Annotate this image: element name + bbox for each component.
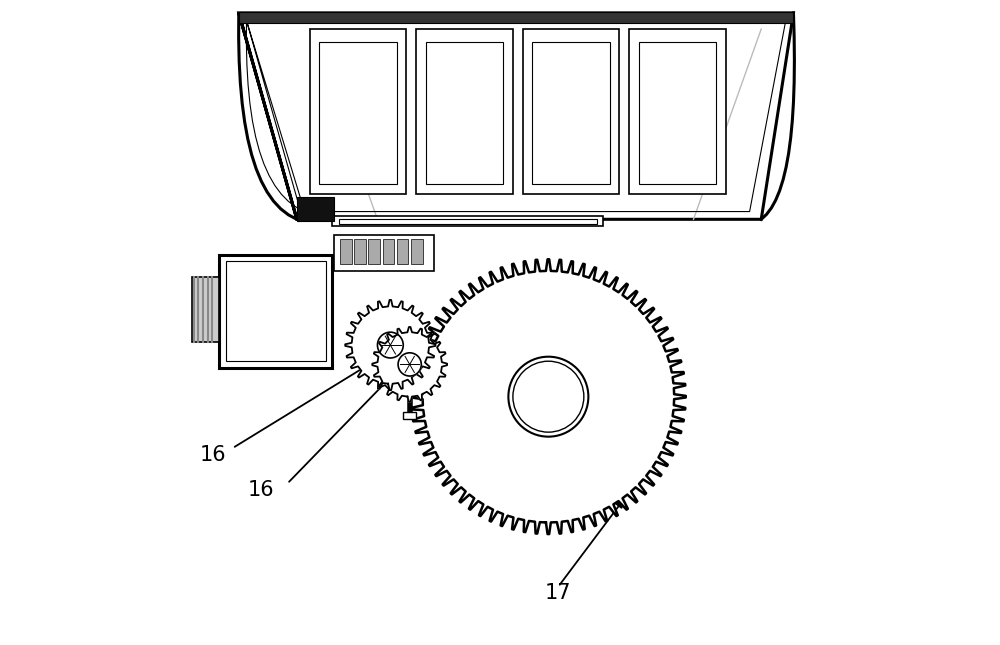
Bar — [297, 197, 334, 221]
Bar — [354, 239, 366, 264]
Bar — [340, 239, 352, 264]
Bar — [426, 42, 503, 184]
Circle shape — [513, 361, 584, 432]
Text: 16: 16 — [248, 480, 275, 501]
Circle shape — [524, 372, 573, 421]
Circle shape — [398, 353, 421, 376]
Bar — [368, 239, 380, 264]
Polygon shape — [239, 13, 793, 219]
Bar — [416, 29, 513, 194]
Bar — [629, 29, 726, 194]
Polygon shape — [372, 327, 447, 402]
Text: 17: 17 — [545, 583, 571, 604]
Polygon shape — [411, 259, 686, 534]
Polygon shape — [345, 300, 435, 390]
Bar — [397, 239, 408, 264]
Bar — [532, 42, 610, 184]
Bar — [239, 12, 793, 23]
Text: 16: 16 — [200, 444, 226, 465]
Bar — [339, 219, 597, 224]
Circle shape — [377, 332, 403, 358]
Bar — [332, 216, 603, 226]
Bar — [639, 42, 716, 184]
Bar — [219, 255, 332, 368]
Bar — [319, 42, 397, 184]
Bar — [226, 261, 326, 361]
Bar — [411, 239, 423, 264]
Bar — [383, 239, 394, 264]
Circle shape — [508, 357, 588, 437]
Bar — [310, 29, 406, 194]
Bar — [403, 412, 416, 419]
Bar — [523, 29, 619, 194]
Bar — [192, 277, 219, 342]
Bar — [334, 235, 434, 271]
